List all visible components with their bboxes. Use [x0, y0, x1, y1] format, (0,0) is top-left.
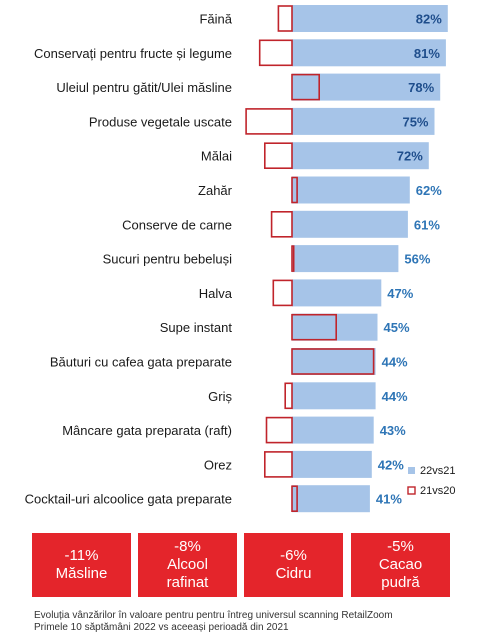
bar-22vs21	[292, 176, 410, 204]
bar-21vs20	[291, 176, 298, 204]
bar-22vs21	[292, 39, 446, 67]
bar-chart: Făină 82% Conservați pentru fructe și legu…	[25, 5, 455, 513]
category-label: Sucuri pentru bebeluși	[103, 252, 232, 267]
category-label: Zahăr	[198, 183, 233, 198]
legend-swatch-21vs20	[407, 486, 416, 495]
value-label: 42%	[378, 457, 404, 472]
category-label: Mâncare gata preparata (raft)	[62, 423, 232, 438]
decliner-value: -8%	[174, 538, 201, 555]
value-label: 72%	[397, 149, 423, 164]
category-label: Uleiul pentru gătit/Ulei măsline	[56, 80, 232, 95]
bar-22vs21	[292, 210, 408, 238]
decliner-label: Cacao pudră	[378, 556, 423, 591]
category-label: Cocktail-uri alcoolice gata preparate	[25, 492, 232, 507]
category-label: Conservați pentru fructe și legume	[34, 46, 232, 61]
category-label: Băuturi cu cafea gata preparate	[50, 355, 232, 370]
decliner-value: -11%	[64, 547, 99, 564]
value-label: 81%	[414, 46, 440, 61]
value-label: 44%	[382, 355, 408, 370]
bar-21vs20	[265, 416, 293, 444]
bar-21vs20	[263, 451, 293, 478]
category-label: Produse vegetale uscate	[89, 114, 232, 129]
decliner-label: Măsline	[55, 565, 108, 582]
category-label: Conserve de carne	[122, 217, 232, 232]
bar-21vs20	[291, 73, 321, 101]
value-label: 62%	[416, 183, 442, 198]
bar-21vs20	[258, 39, 293, 67]
bar-21vs20	[284, 382, 293, 410]
category-label: Orez	[204, 457, 232, 472]
value-label: 43%	[380, 423, 406, 438]
top-decliners-panel: -11% Măsline -8% Alcool rafinat -6% Cidr…	[32, 533, 450, 597]
decliner-tile-alcool-rafinat: -8% Alcool rafinat	[138, 533, 237, 597]
value-label: 75%	[402, 114, 428, 129]
bar-21vs20	[277, 5, 293, 32]
bar-21vs20	[272, 279, 293, 307]
bar-21vs20	[245, 108, 293, 135]
bar-21vs20	[270, 211, 293, 238]
category-label: Mălai	[201, 149, 232, 164]
bar-22vs21	[292, 313, 378, 341]
decliner-tile-cidru: -6% Cidru	[244, 533, 343, 597]
value-label: 56%	[404, 252, 430, 267]
value-label: 47%	[387, 286, 413, 301]
bar-22vs21	[292, 73, 441, 101]
footnote: Evoluția vânzărilor în valoare pentru pe…	[34, 610, 474, 634]
bar-21vs20	[291, 485, 298, 513]
decliner-label: Alcool rafinat	[166, 556, 209, 591]
bar-22vs21	[292, 485, 370, 513]
value-label: 82%	[416, 12, 442, 27]
bar-22vs21	[292, 348, 376, 375]
bar-22vs21	[292, 142, 429, 170]
category-label: Griș	[208, 389, 232, 404]
value-label: 41%	[376, 492, 402, 507]
bar-22vs21	[292, 279, 382, 307]
legend-swatch-22vs21	[408, 467, 415, 474]
bar-22vs21	[292, 5, 448, 32]
bar-21vs20	[291, 313, 338, 341]
footnote-line-1: Evoluția vânzărilor în valoare pentru pe…	[34, 610, 393, 621]
category-label: Halva	[199, 286, 233, 301]
footnote-line-2: Primele 10 săptămâni 2022 vs aceeași per…	[34, 622, 289, 633]
bar-22vs21	[292, 416, 374, 444]
decliner-tile-masline: -11% Măsline	[32, 533, 131, 597]
category-label: Supe instant	[160, 320, 233, 335]
bar-21vs20	[291, 245, 295, 272]
value-label: 78%	[408, 80, 434, 95]
decliner-value: -6%	[280, 547, 307, 564]
bar-22vs21	[292, 450, 372, 478]
legend-label-21vs20: 21vs20	[420, 485, 455, 497]
value-label: 44%	[382, 389, 408, 404]
decliner-value: -5%	[387, 538, 414, 555]
bar-22vs21	[292, 382, 376, 410]
value-label: 61%	[414, 217, 440, 232]
value-label: 45%	[384, 320, 410, 335]
bar-21vs20	[291, 348, 375, 375]
decliner-label: Cidru	[275, 565, 312, 582]
decliner-tile-cacao-pudra: -5% Cacao pudră	[351, 533, 450, 597]
category-label: Făină	[199, 12, 232, 27]
bar-22vs21	[292, 107, 435, 135]
legend-label-22vs21: 22vs21	[420, 465, 455, 477]
bar-21vs20	[263, 142, 293, 169]
bar-22vs21	[292, 245, 399, 273]
